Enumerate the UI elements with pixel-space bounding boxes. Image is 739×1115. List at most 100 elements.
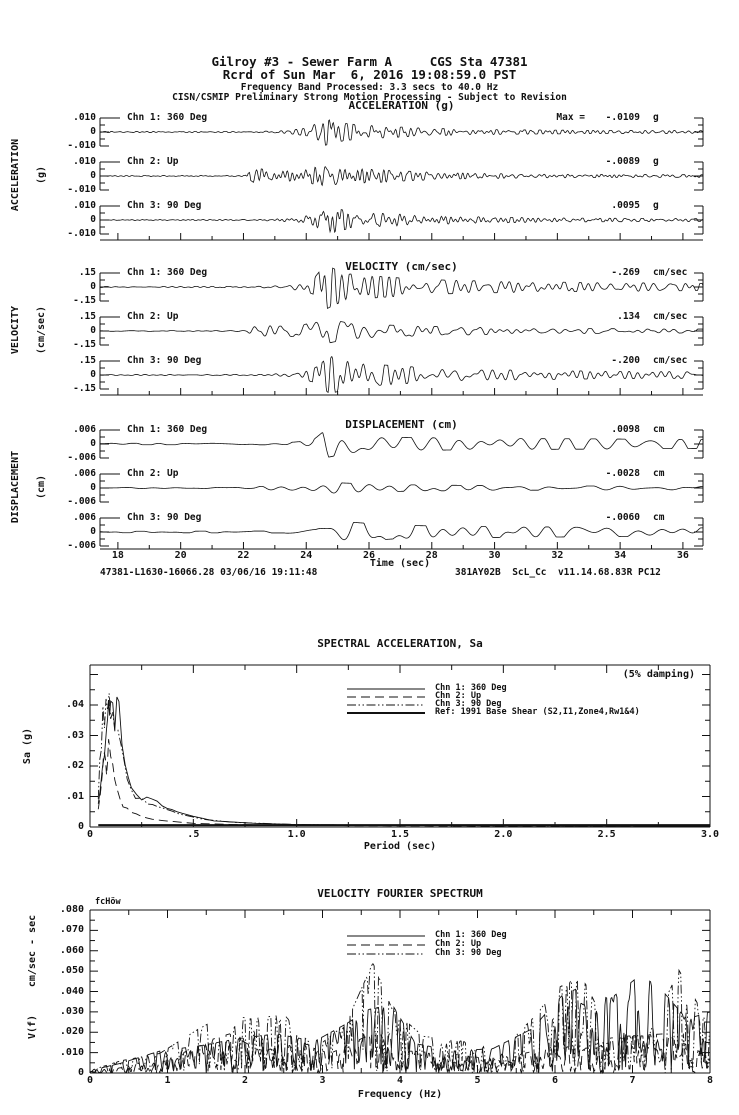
y-tick-label: -.006 <box>67 540 96 551</box>
solid-line-sample-icon <box>347 935 425 936</box>
y-tick-label: .030 <box>59 1005 84 1017</box>
max-value: .0098 <box>611 424 640 435</box>
x-tick-label: 5 <box>474 1075 481 1086</box>
max-unit: cm/sec <box>653 311 688 322</box>
channel-label: Chn 3: 90 Deg <box>127 355 202 366</box>
x-tick-label: 20 <box>174 550 187 561</box>
fourier-legend-label: Chn 1: 360 Deg <box>435 930 507 940</box>
x-tick-label: 1.5 <box>390 829 410 840</box>
y-tick-label: 0 <box>77 1067 84 1078</box>
x-tick-label: 2.5 <box>597 829 616 840</box>
x-tick-label: 2 <box>241 1075 249 1086</box>
sa-legend-row-chn3: Chn 3: 90 Deg <box>345 700 502 709</box>
max-value: -.0089 <box>605 156 640 167</box>
solid-line-sample-icon <box>347 688 425 689</box>
max-value: -.269 <box>611 267 640 278</box>
y-tick-label: .010 <box>73 200 96 211</box>
frequency-band-note: Frequency Band Processed: 3.3 secs to 40… <box>240 82 499 93</box>
channel-label: Chn 2: Up <box>127 468 179 479</box>
x-tick-label: 28 <box>425 550 438 561</box>
y-tick-label: -.15 <box>73 383 96 394</box>
max-value: -.0060 <box>605 512 640 523</box>
sa-legend-label: Chn 3: 90 Deg <box>435 699 502 709</box>
acceleration-axis-label: ACCELERATION <box>10 138 21 212</box>
channel-label: Chn 1: 360 Deg <box>127 267 208 278</box>
max-prefix: Max = <box>556 112 585 123</box>
displacement-group-title: DISPLACEMENT (cm) <box>345 418 458 431</box>
dash-dot-line-sample-icon <box>347 704 425 705</box>
sa-legend-label: Ref: 1991 Base Shear (S2,I1,Zone4,Rw1&4) <box>435 707 640 717</box>
x-tick-label: 8 <box>706 1075 714 1086</box>
y-tick-label: -.010 <box>67 184 96 195</box>
max-unit: cm <box>653 468 665 479</box>
x-tick-label: 7 <box>629 1075 636 1086</box>
damping-note: (5% damping) <box>622 669 695 680</box>
x-tick-label: 4 <box>396 1075 404 1086</box>
thick-solid-line-sample-icon <box>347 711 425 714</box>
processing-version-footer: 381AY02B ScL_Cc v11.14.68.83R PC12 <box>455 567 661 578</box>
y-tick-label: .020 <box>59 1026 84 1038</box>
record-id-footer: 47381-L1630-16066.28 03/06/16 19:11:48 <box>100 567 318 578</box>
y-tick-label: .006 <box>73 512 96 523</box>
sa-plot-title: SPECTRAL ACCELERATION, Sa <box>317 637 483 650</box>
y-tick-label: -.15 <box>73 295 96 306</box>
channel-label: Chn 2: Up <box>127 311 179 322</box>
x-tick-label: 2.0 <box>494 829 513 840</box>
x-tick-label: 22 <box>237 550 250 561</box>
max-unit: g <box>653 112 659 123</box>
x-tick-label: 18 <box>111 550 124 561</box>
y-tick-label: .03 <box>65 729 84 741</box>
max-unit: cm/sec <box>653 267 688 278</box>
y-tick-label: 0 <box>90 126 96 137</box>
fourier-legend-label: Chn 2: Up <box>435 939 482 949</box>
y-tick-label: 0 <box>90 369 96 380</box>
filter-corner-label: fcHöw <box>95 897 121 907</box>
max-unit: g <box>653 156 659 167</box>
velocity-group-title: VELOCITY (cm/sec) <box>345 260 458 273</box>
y-tick-label: .010 <box>73 112 96 123</box>
x-tick-label: 24 <box>300 550 313 561</box>
y-tick-label: -.010 <box>67 228 96 239</box>
sa-y-axis-label: Sa (g) <box>22 727 33 765</box>
y-tick-label: .060 <box>59 944 84 956</box>
x-tick-label: 3.0 <box>700 829 720 840</box>
x-tick-label: 0 <box>86 829 94 840</box>
max-unit: cm <box>653 424 665 435</box>
sa-x-axis-label: Period (sec) <box>363 841 437 852</box>
max-value: .134 <box>617 311 640 322</box>
y-tick-label: .15 <box>78 267 96 278</box>
x-tick-label: 26 <box>362 550 376 561</box>
channel-label: Chn 3: 90 Deg <box>127 512 202 523</box>
y-tick-label: .040 <box>59 985 84 997</box>
y-tick-label: 0 <box>90 170 96 181</box>
y-tick-label: .010 <box>73 156 96 167</box>
processing-disclaimer: CISN/CSMIP Preliminary Strong Motion Pro… <box>172 92 567 103</box>
max-value: -.0109 <box>605 112 640 123</box>
acceleration-group-title: ACCELERATION (g) <box>348 99 455 112</box>
dashed-line-sample-icon <box>347 696 425 697</box>
y-tick-label: -.006 <box>67 452 96 463</box>
y-tick-label: .010 <box>59 1046 84 1058</box>
dashed-line-sample-icon <box>347 944 425 945</box>
y-tick-label: .02 <box>65 760 84 771</box>
y-tick-label: .006 <box>73 468 96 479</box>
x-tick-label: .5 <box>187 829 200 840</box>
x-tick-label: 32 <box>551 550 564 561</box>
y-tick-label: .006 <box>73 424 96 435</box>
sa-legend-label: Chn 1: 360 Deg <box>435 683 507 693</box>
y-tick-label: 0 <box>90 526 96 537</box>
y-tick-label: .080 <box>59 904 84 915</box>
y-tick-label: -.010 <box>67 140 96 151</box>
fourier-x-axis-label: Frequency (Hz) <box>357 1089 443 1100</box>
y-tick-label: -.15 <box>73 339 96 350</box>
sa-legend-row-chn1: Chn 1: 360 Deg <box>345 684 507 693</box>
channel-label: Chn 2: Up <box>127 156 179 167</box>
velocity-axis-label: VELOCITY <box>10 305 21 355</box>
x-tick-label: 30 <box>488 550 501 561</box>
max-value: .0095 <box>611 200 640 211</box>
max-value: -.0028 <box>605 468 640 479</box>
y-tick-label: 0 <box>90 325 96 336</box>
y-tick-label: 0 <box>90 438 96 449</box>
